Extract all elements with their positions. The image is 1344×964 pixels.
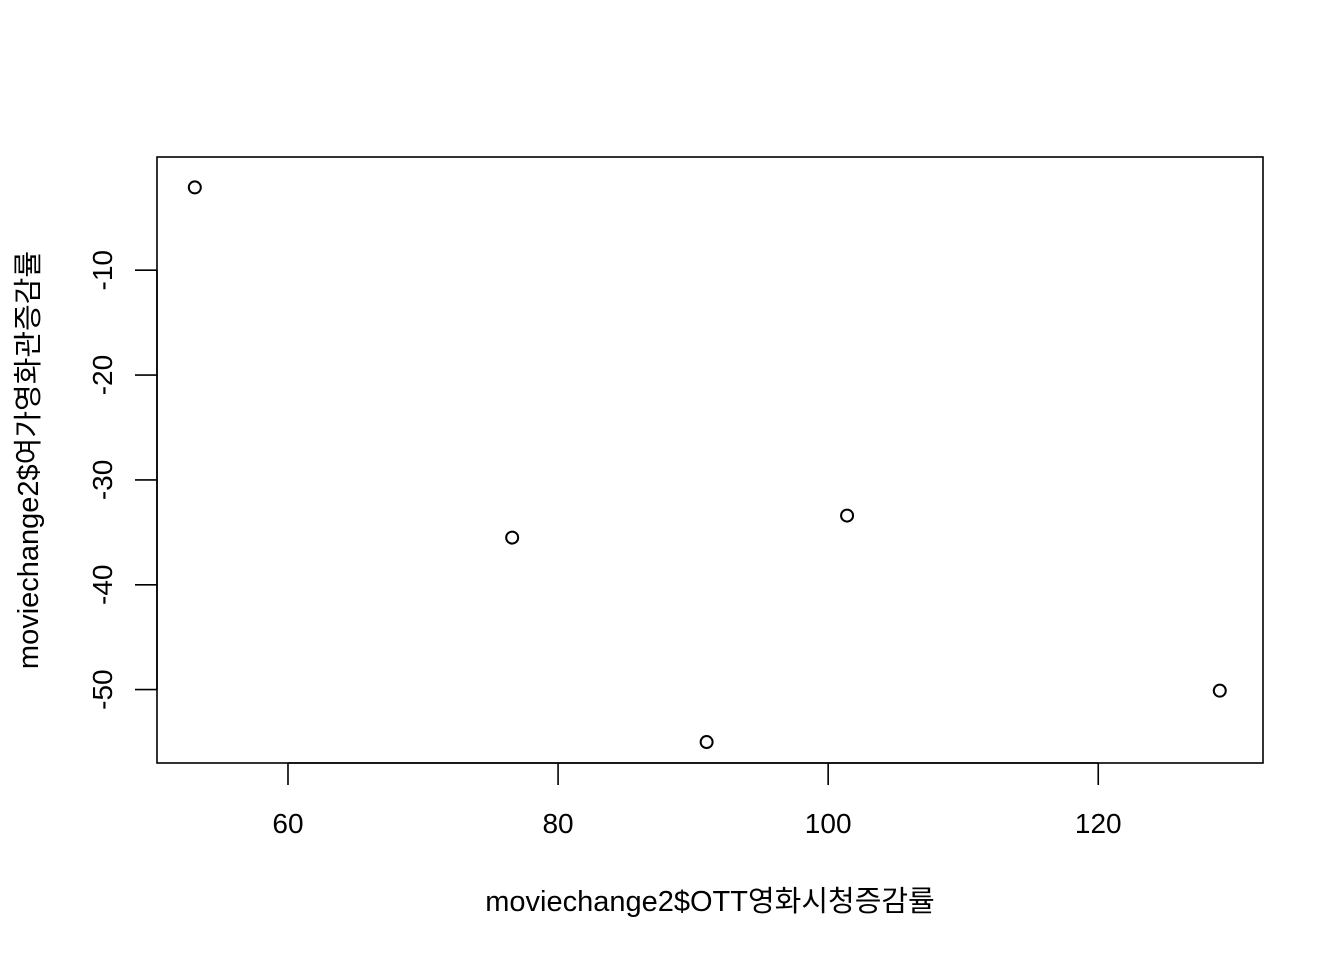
y-tick-label: -40 [87,565,118,605]
y-tick-label: -30 [87,460,118,500]
x-tick-label: 80 [542,808,573,839]
x-tick-label: 60 [272,808,303,839]
y-axis: -10 -20 -30 -40 -50 [87,250,158,710]
y-axis-title: moviechange2$여가영화관증감률 [13,251,45,669]
x-tick-label: 100 [805,808,852,839]
y-tick-label: -50 [87,669,118,709]
y-tick-label: -10 [87,250,118,290]
plot-border [156,156,1264,764]
data-point [840,508,855,523]
data-point [699,735,714,750]
x-axis-title: moviechange2$OTT영화시청증감률 [485,886,935,918]
y-tick-label: -20 [87,355,118,395]
data-point [187,180,202,195]
data-point [505,530,520,545]
data-points [187,180,1227,750]
x-tick-label: 120 [1075,808,1122,839]
x-axis: 60 80 100 120 [272,762,1122,839]
data-point [1212,683,1227,698]
